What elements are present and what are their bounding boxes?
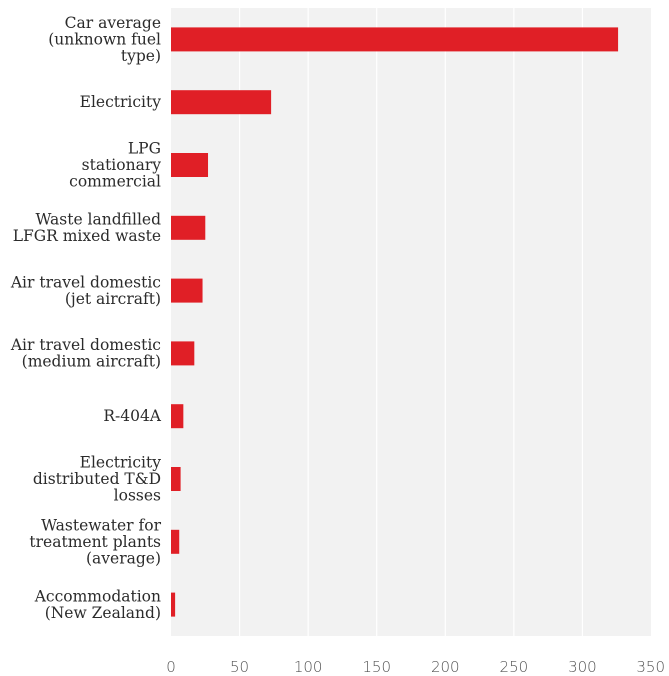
- category-label-line: (medium aircraft): [22, 353, 161, 371]
- x-tick-label: 200: [431, 658, 460, 676]
- category-label-line: (jet aircraft): [65, 290, 161, 308]
- x-tick-label: 350: [636, 658, 665, 676]
- category-label-line: R-404A: [103, 407, 161, 425]
- bar: [171, 467, 181, 491]
- x-axis-tick-labels: 0 50 100 150 200 250 300 350: [166, 658, 665, 676]
- category-label: Car average (unknown fuel type): [48, 14, 161, 65]
- category-label: Electricity: [80, 93, 162, 111]
- category-label-line: treatment plants: [29, 533, 161, 551]
- bar: [171, 404, 184, 429]
- category-label-line: commercial: [69, 173, 161, 191]
- x-tick-label: 150: [362, 658, 391, 676]
- bar: [171, 90, 272, 115]
- category-labels: Car average (unknown fuel type) Electricity…: [10, 14, 162, 622]
- bar: [171, 592, 176, 617]
- x-tick-label: 300: [568, 658, 597, 676]
- category-label-line: LFGR mixed waste: [13, 227, 161, 245]
- bar: [171, 27, 619, 52]
- bars: [171, 27, 619, 617]
- category-label-line: Car average: [65, 14, 161, 32]
- category-label: Accommodation (New Zealand): [34, 587, 161, 622]
- x-tick-label: 50: [230, 658, 249, 676]
- category-label-line: distributed T&D: [33, 470, 161, 488]
- category-label-line: Air travel domestic: [10, 336, 161, 354]
- x-tick-label: 250: [500, 658, 529, 676]
- bar: [171, 529, 180, 554]
- category-label: Electricity distributed T&D losses: [33, 454, 161, 505]
- category-label: R-404A: [103, 407, 161, 425]
- category-label-line: Electricity: [80, 93, 162, 111]
- bar: [171, 153, 209, 177]
- category-label: LPG stationary commercial: [69, 140, 161, 191]
- bar: [171, 215, 206, 240]
- category-label-line: (New Zealand): [45, 604, 161, 622]
- category-label-line: stationary: [82, 156, 162, 174]
- category-label-line: (unknown fuel: [48, 30, 161, 48]
- bar: [171, 341, 195, 366]
- x-tick-label: 100: [294, 658, 323, 676]
- bar: [171, 278, 203, 303]
- category-label-line: Air travel domestic: [10, 273, 161, 291]
- category-label-line: LPG: [128, 140, 161, 158]
- category-label: Wastewater for treatment plants (average): [29, 516, 161, 567]
- category-label-line: Waste landfilled: [35, 211, 161, 229]
- category-label: Air travel domestic (medium aircraft): [10, 336, 161, 371]
- category-label-line: (average): [86, 549, 161, 567]
- category-label-line: type): [121, 47, 161, 65]
- x-tick-label: 0: [166, 658, 176, 676]
- category-label-line: Electricity: [80, 454, 162, 472]
- category-label: Waste landfilled LFGR mixed waste: [13, 211, 161, 246]
- category-label: Air travel domestic (jet aircraft): [10, 273, 161, 308]
- category-label-line: losses: [114, 487, 161, 505]
- category-label-line: Wastewater for: [41, 516, 161, 534]
- category-label-line: Accommodation: [34, 587, 161, 605]
